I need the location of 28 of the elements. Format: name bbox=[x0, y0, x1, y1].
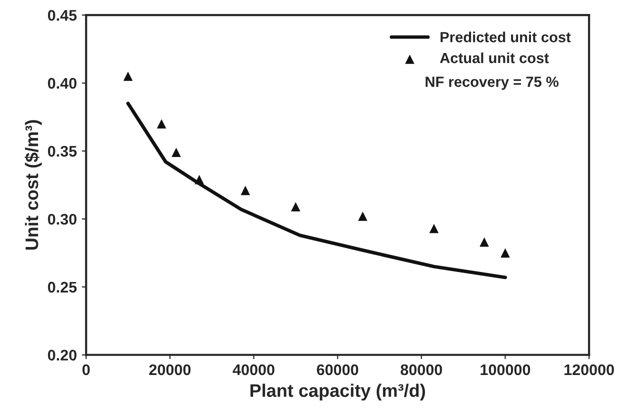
point bbox=[429, 224, 439, 234]
y-tick-label: 0.25 bbox=[48, 282, 77, 293]
point bbox=[123, 72, 133, 81]
point bbox=[480, 237, 489, 247]
x-axis-title: Plant capacity (m³/d) bbox=[250, 384, 425, 401]
x-tick-label: 0 bbox=[82, 364, 90, 376]
point bbox=[156, 119, 166, 128]
x-tick-label: 120000 bbox=[564, 364, 614, 376]
y-tick-label: 0.20 bbox=[48, 350, 76, 361]
y-tick-label: 0.30 bbox=[48, 214, 76, 225]
x-tick-label: 100000 bbox=[480, 364, 530, 376]
y-tick-label: 0.45 bbox=[48, 10, 77, 21]
x-tick-label: 80000 bbox=[400, 364, 442, 376]
y-tick-label: 0.40 bbox=[48, 78, 76, 89]
y-axis-title: Unit cost ($/m³) bbox=[24, 120, 42, 250]
point bbox=[291, 202, 300, 212]
x-tick-label: 60000 bbox=[316, 364, 358, 376]
legend-label: Actual unit cost bbox=[440, 52, 549, 64]
legend-label: Predicted unit cost bbox=[440, 32, 571, 42]
y-tick-label: 0.35 bbox=[48, 146, 77, 157]
x-tick-label: 20000 bbox=[149, 364, 191, 376]
x-tick-label: 40000 bbox=[232, 364, 274, 376]
annotation: NF recovery = 75 % bbox=[426, 76, 558, 90]
line-series bbox=[126, 102, 507, 280]
point bbox=[500, 248, 510, 258]
point bbox=[172, 148, 181, 158]
point bbox=[240, 186, 250, 196]
point bbox=[358, 212, 368, 221]
